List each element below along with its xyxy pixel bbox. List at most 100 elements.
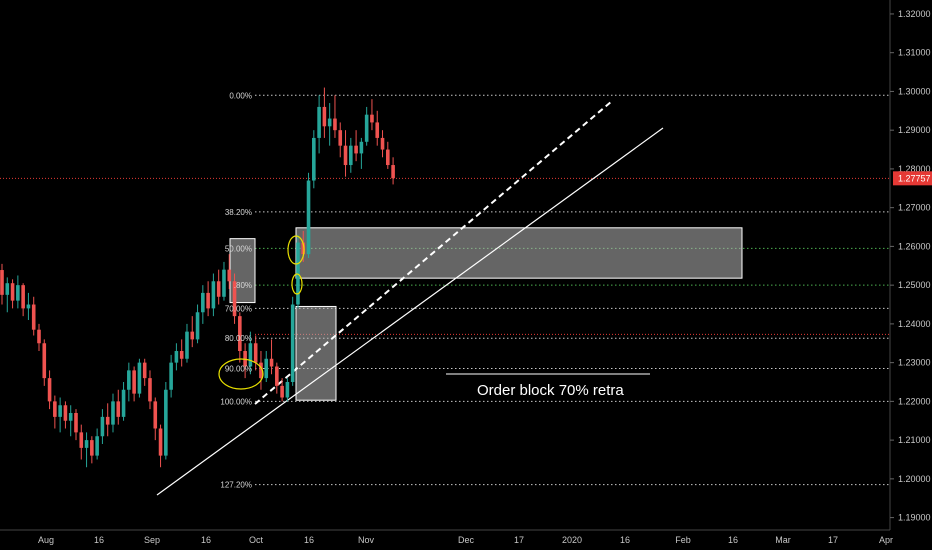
candle-body: [280, 385, 284, 398]
candle-body: [90, 440, 94, 456]
price-tick-label: 1.19000: [898, 513, 931, 523]
time-axis[interactable]: Aug 16 Sep 16 Oct 16 Nov Dec 17 2020 16 Feb 16 Mar 17 A…: [0, 529, 893, 545]
price-tick-label: 1.23000: [898, 358, 931, 368]
candle-body: [327, 118, 332, 127]
candle-body: [317, 106, 321, 138]
price-tick-label: 1.31000: [898, 48, 931, 58]
fib-label: 100.00%: [220, 397, 252, 406]
candle-body: [185, 331, 189, 359]
candle-body: [306, 180, 311, 255]
current-price-tag: [893, 171, 932, 186]
candle-body: [232, 281, 237, 317]
candle-body: [386, 149, 390, 166]
order-block-zone: [295, 227, 743, 279]
time-tick-label: 16: [94, 535, 104, 545]
candle-body: [253, 343, 258, 363]
candle-body: [26, 304, 31, 309]
trend-lines: [156, 100, 664, 496]
fib-labels: 0.00% 38.20% 50.00% .80% 70.00% 80.00% 90.00% 1…: [220, 91, 252, 489]
order-block-zones: [229, 227, 743, 401]
price-tick-label: 1.25000: [898, 280, 931, 290]
price-tick-label: 1.20000: [898, 474, 931, 484]
time-tick-label: 17: [828, 535, 838, 545]
price-tick-label: 1.27000: [898, 203, 931, 213]
fib-label: 127.20%: [220, 481, 252, 490]
circle-mark-90: [218, 358, 264, 390]
time-tick-label: Nov: [358, 535, 375, 545]
time-tick-label: Sep: [144, 535, 160, 545]
candle-body: [111, 401, 115, 425]
price-tick-label: 1.21000: [898, 435, 931, 445]
candle-body: [375, 122, 380, 138]
fib-label: 38.20%: [225, 208, 252, 217]
candle-body: [391, 165, 395, 179]
candle-body: [195, 312, 200, 340]
candle-body: [63, 405, 68, 421]
candle-body: [211, 281, 216, 309]
price-tick-label: 1.24000: [898, 319, 931, 329]
fib-label: 80.00%: [225, 334, 252, 343]
candle-body: [354, 145, 358, 154]
time-tick-label: Oct: [249, 535, 264, 545]
trendline-dashed: [254, 100, 613, 405]
candle-body: [164, 389, 168, 456]
candle-body: [100, 416, 105, 437]
time-tick-label: Apr: [879, 535, 893, 545]
fib-label: 70.00%: [225, 304, 252, 313]
candle-body: [58, 405, 62, 417]
zone-lower: [295, 305, 337, 401]
candle-body: [142, 362, 147, 379]
candle-body: [68, 412, 73, 421]
time-tick-label: Feb: [675, 535, 691, 545]
candle-body: [79, 432, 84, 448]
time-tick-label: 16: [201, 535, 211, 545]
circle-mark-61: [291, 273, 303, 295]
candle-body: [190, 331, 195, 340]
candle-body: [158, 428, 163, 456]
candle-body: [148, 378, 152, 402]
candle-body: [206, 292, 210, 309]
candle-body: [31, 304, 36, 330]
candle-body: [338, 130, 343, 146]
fib-label: 50.00%: [225, 244, 252, 253]
candle-body: [222, 269, 226, 297]
candle-body: [227, 269, 232, 282]
price-axis[interactable]: 1.32000 1.31000 1.30000 1.29000 1.28000 1.270…: [889, 0, 932, 530]
price-tick-label: 1.22000: [898, 396, 931, 406]
time-tick-label: 16: [304, 535, 314, 545]
candle-body: [153, 401, 158, 429]
candle-body: [169, 362, 173, 390]
time-tick-label: 17: [514, 535, 524, 545]
time-tick-label: 16: [728, 535, 738, 545]
order-block-note: Order block 70% retra: [477, 382, 624, 399]
candle-body: [364, 114, 369, 142]
candle-body: [312, 137, 316, 181]
candle-body: [238, 316, 242, 352]
zone-left: [229, 238, 256, 304]
candle-body: [349, 145, 353, 166]
candle-body: [275, 366, 279, 386]
fib-label: 0.00%: [229, 91, 252, 100]
candle-body: [296, 242, 300, 305]
candle-body: [21, 285, 25, 309]
candle-body: [201, 292, 205, 313]
candle-body: [10, 283, 15, 301]
price-tick-label: 1.28000: [898, 164, 931, 174]
candle-body: [290, 304, 295, 383]
candle-body: [216, 281, 221, 297]
trendline-solid: [156, 127, 664, 496]
price-tick-label: 1.32000: [898, 9, 931, 19]
candle-body: [269, 358, 274, 367]
candle-body: [174, 351, 179, 363]
candle-body: [16, 285, 20, 301]
time-tick-label: 2020: [562, 535, 582, 545]
candle-body: [179, 351, 184, 359]
candle-body: [343, 145, 348, 166]
candle-body: [127, 370, 131, 390]
candle-body: [285, 382, 290, 398]
circle-mark-50: [287, 235, 305, 265]
candle-body: [53, 401, 57, 417]
price-tick-label: 1.26000: [898, 241, 931, 251]
candle-body: [301, 242, 306, 255]
